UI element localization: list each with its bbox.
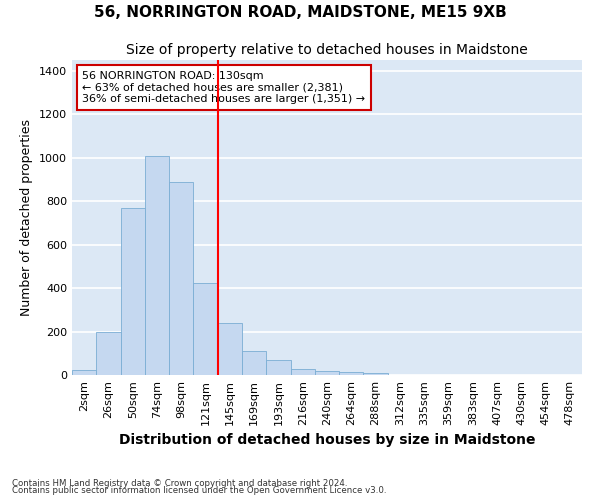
Bar (266, 360, 290, 375)
Text: Contains HM Land Registry data © Crown copyright and database right 2024.: Contains HM Land Registry data © Crown c… (12, 478, 347, 488)
X-axis label: Distribution of detached houses by size in Maidstone: Distribution of detached houses by size … (119, 434, 535, 448)
Bar (121, 208, 145, 375)
Title: Size of property relative to detached houses in Maidstone: Size of property relative to detached ho… (126, 44, 528, 58)
Bar (339, 372, 364, 375)
Bar (72, 370, 96, 375)
Bar (364, 373, 388, 375)
Text: Contains public sector information licensed under the Open Government Licence v3: Contains public sector information licen… (12, 486, 386, 495)
Bar (169, 182, 193, 375)
Bar (96, 332, 121, 375)
Bar (193, 282, 218, 375)
Bar (145, 156, 169, 375)
Text: 56 NORRINGTON ROAD: 130sqm
← 63% of detached houses are smaller (2,381)
36% of s: 56 NORRINGTON ROAD: 130sqm ← 63% of deta… (82, 71, 365, 104)
Bar (290, 369, 315, 375)
Bar (218, 323, 242, 375)
Text: 56, NORRINGTON ROAD, MAIDSTONE, ME15 9XB: 56, NORRINGTON ROAD, MAIDSTONE, ME15 9XB (94, 5, 506, 20)
Bar (315, 370, 339, 375)
Bar (242, 351, 266, 375)
Y-axis label: Number of detached properties: Number of detached properties (20, 119, 34, 316)
